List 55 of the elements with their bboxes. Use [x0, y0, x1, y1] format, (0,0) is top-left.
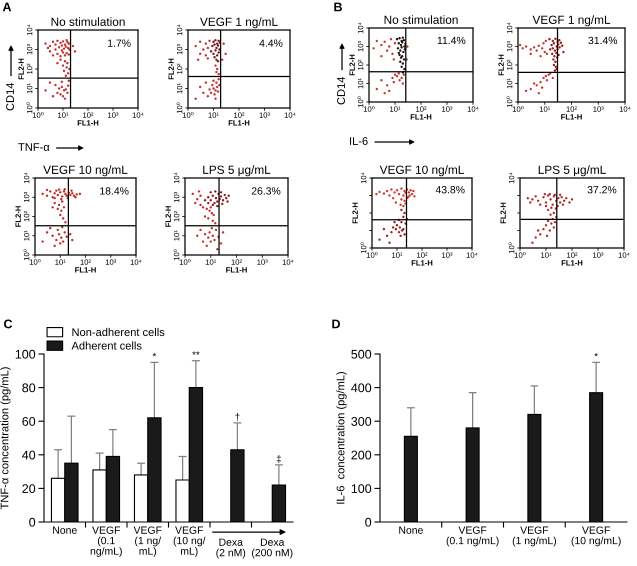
y-tick-label: 400	[351, 383, 372, 392]
x-tick-label: VEGF (1 ng/ mL)	[134, 526, 162, 557]
x-tick-label: Dexa (200 nM)	[252, 538, 292, 558]
text: IL-6	[350, 137, 368, 145]
x-tick-label: None	[53, 526, 77, 534]
annotation: 18.4%	[100, 187, 129, 195]
annotation: 37.2%	[588, 186, 616, 194]
annotation: 26.3%	[252, 187, 280, 195]
annotation: 31.4%	[588, 36, 618, 44]
x-tick-label: VEGF (10 ng/mL)	[572, 526, 621, 546]
chart-title: No stimulation	[384, 15, 458, 24]
x-tick-label: None	[399, 526, 423, 534]
annotation: 43.8%	[436, 186, 465, 194]
text: CD14	[6, 82, 14, 110]
text: TNF-α	[18, 143, 50, 151]
x-tick-label: Dexa (2 nM)	[216, 538, 246, 558]
chart-title: LPS 5 μg/mL	[538, 165, 606, 176]
text: CD14	[337, 76, 345, 104]
annotation: *	[594, 353, 598, 356]
y-tick-label: 0	[29, 518, 36, 527]
x-tick-label: VEGF (10 ng/ mL)	[174, 526, 206, 557]
y-tick-label: 0	[365, 518, 372, 527]
y-tick-label: 500	[351, 350, 372, 359]
chart-title: VEGF 1 ng/mL	[200, 17, 278, 28]
y-axis-title: IL-6 concentration (pg/mL)	[336, 372, 347, 504]
y-tick-label: 100	[16, 350, 36, 359]
annotation: *	[152, 353, 156, 356]
legend-label: Non-adherent cells	[72, 328, 164, 336]
legend-label: Adherent cells	[72, 341, 142, 350]
y-tick-label: 20	[22, 484, 36, 494]
text: B	[334, 2, 342, 12]
y-axis-title: TNF-α concentration (pg/mL)	[0, 367, 11, 510]
annotation: ‡	[276, 455, 281, 463]
y-tick-label: 200	[351, 450, 372, 460]
text: C	[4, 320, 12, 328]
chart-title: VEGF 1 ng/mL	[532, 15, 610, 26]
text: A	[2, 2, 12, 12]
chart-title: No stimulation	[52, 17, 125, 26]
x-tick-label: VEGF (1 ng/mL)	[512, 526, 556, 546]
chart-title: VEGF 10 ng/mL	[43, 165, 128, 176]
annotation: 1.7%	[108, 40, 131, 47]
annotation: 4.4%	[259, 40, 282, 47]
x-tick-label: VEGF (0.1 ng/mL)	[90, 526, 122, 557]
chart-title: VEGF 10 ng/mL	[380, 165, 464, 176]
y-tick-label: 100	[352, 484, 372, 494]
annotation: †	[235, 413, 240, 421]
annotation: 11.4%	[438, 36, 466, 44]
y-tick-label: 60	[22, 417, 36, 426]
y-tick-label: 40	[22, 450, 36, 460]
y-tick-label: 300	[351, 417, 372, 426]
annotation: **	[192, 351, 200, 355]
text: D	[332, 320, 340, 328]
chart-title: LPS 5 μg/mL	[203, 165, 270, 176]
x-tick-label: VEGF (0.1 ng/mL)	[446, 526, 499, 546]
y-tick-label: 80	[22, 383, 36, 392]
